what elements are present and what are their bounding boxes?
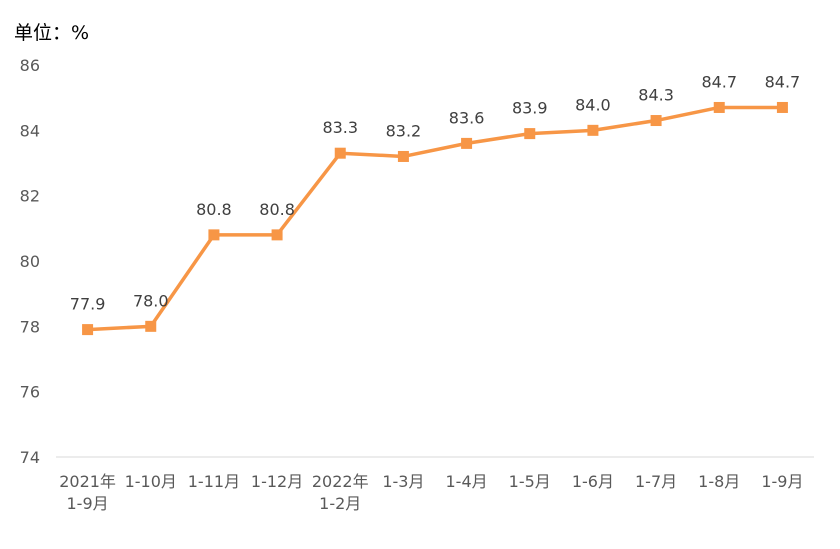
data-point-marker bbox=[650, 115, 662, 127]
y-tick-label: 82 bbox=[20, 187, 40, 206]
x-tick-label: 1-9月 bbox=[761, 472, 803, 491]
data-label: 83.9 bbox=[512, 99, 548, 118]
data-point-marker bbox=[461, 137, 473, 149]
x-tick-label: 1-10月 bbox=[125, 472, 177, 491]
data-point-marker bbox=[397, 150, 409, 162]
x-tick-label: 1-12月 bbox=[251, 472, 303, 491]
y-tick-label: 84 bbox=[20, 121, 40, 140]
unit-label: 单位：% bbox=[14, 22, 89, 44]
data-label: 84.0 bbox=[575, 95, 611, 114]
x-tick-label: 2022年 bbox=[312, 472, 369, 491]
data-point-marker bbox=[208, 229, 220, 241]
data-label: 83.2 bbox=[386, 121, 422, 140]
x-tick-label: 1-5月 bbox=[509, 472, 551, 491]
data-label: 84.7 bbox=[765, 72, 801, 91]
x-tick-label: 1-4月 bbox=[446, 472, 488, 491]
y-tick-label: 78 bbox=[20, 317, 40, 336]
data-label: 80.8 bbox=[196, 200, 232, 219]
data-point-marker bbox=[524, 128, 536, 140]
x-axis-ticks: 2021年 1-9月 1-10月 1-11月 1-12月 2022年 1-2月 1-3月 1-4… bbox=[59, 472, 803, 513]
data-label: 83.3 bbox=[322, 118, 358, 137]
series-layer: 77.9 78.0 80.8 80.8 83.3 83.2 83.6 83.9 84.0 84.3… bbox=[70, 72, 801, 336]
data-label: 83.6 bbox=[449, 108, 485, 127]
x-tick-label: 1-11月 bbox=[188, 472, 240, 491]
x-tick-label: 1-3月 bbox=[382, 472, 424, 491]
data-point-marker bbox=[713, 101, 725, 113]
data-point-marker bbox=[271, 229, 283, 241]
data-label: 80.8 bbox=[259, 200, 295, 219]
x-tick-label: 1-7月 bbox=[635, 472, 677, 491]
x-tick-label: 1-6月 bbox=[572, 472, 614, 491]
data-label: 78.0 bbox=[133, 291, 169, 310]
data-point-marker bbox=[82, 324, 94, 336]
y-tick-label: 80 bbox=[20, 252, 40, 271]
data-point-marker bbox=[776, 101, 788, 113]
x-tick-label: 2021年 bbox=[59, 472, 116, 491]
data-point-marker bbox=[587, 124, 599, 136]
data-point-marker bbox=[334, 147, 346, 159]
y-tick-label: 76 bbox=[20, 383, 40, 402]
data-label: 84.3 bbox=[638, 86, 674, 105]
data-label: 77.9 bbox=[70, 295, 106, 314]
data-label: 84.7 bbox=[701, 72, 737, 91]
y-axis-ticks: 74 76 78 80 82 84 86 bbox=[20, 56, 40, 467]
x-tick-label: 1-9月 bbox=[67, 494, 109, 513]
x-tick-label: 1-8月 bbox=[698, 472, 740, 491]
y-tick-label: 86 bbox=[20, 56, 40, 75]
y-tick-label: 74 bbox=[20, 448, 40, 467]
series-line bbox=[87, 105, 783, 332]
x-tick-label: 1-2月 bbox=[319, 494, 361, 513]
data-point-marker bbox=[145, 320, 157, 332]
